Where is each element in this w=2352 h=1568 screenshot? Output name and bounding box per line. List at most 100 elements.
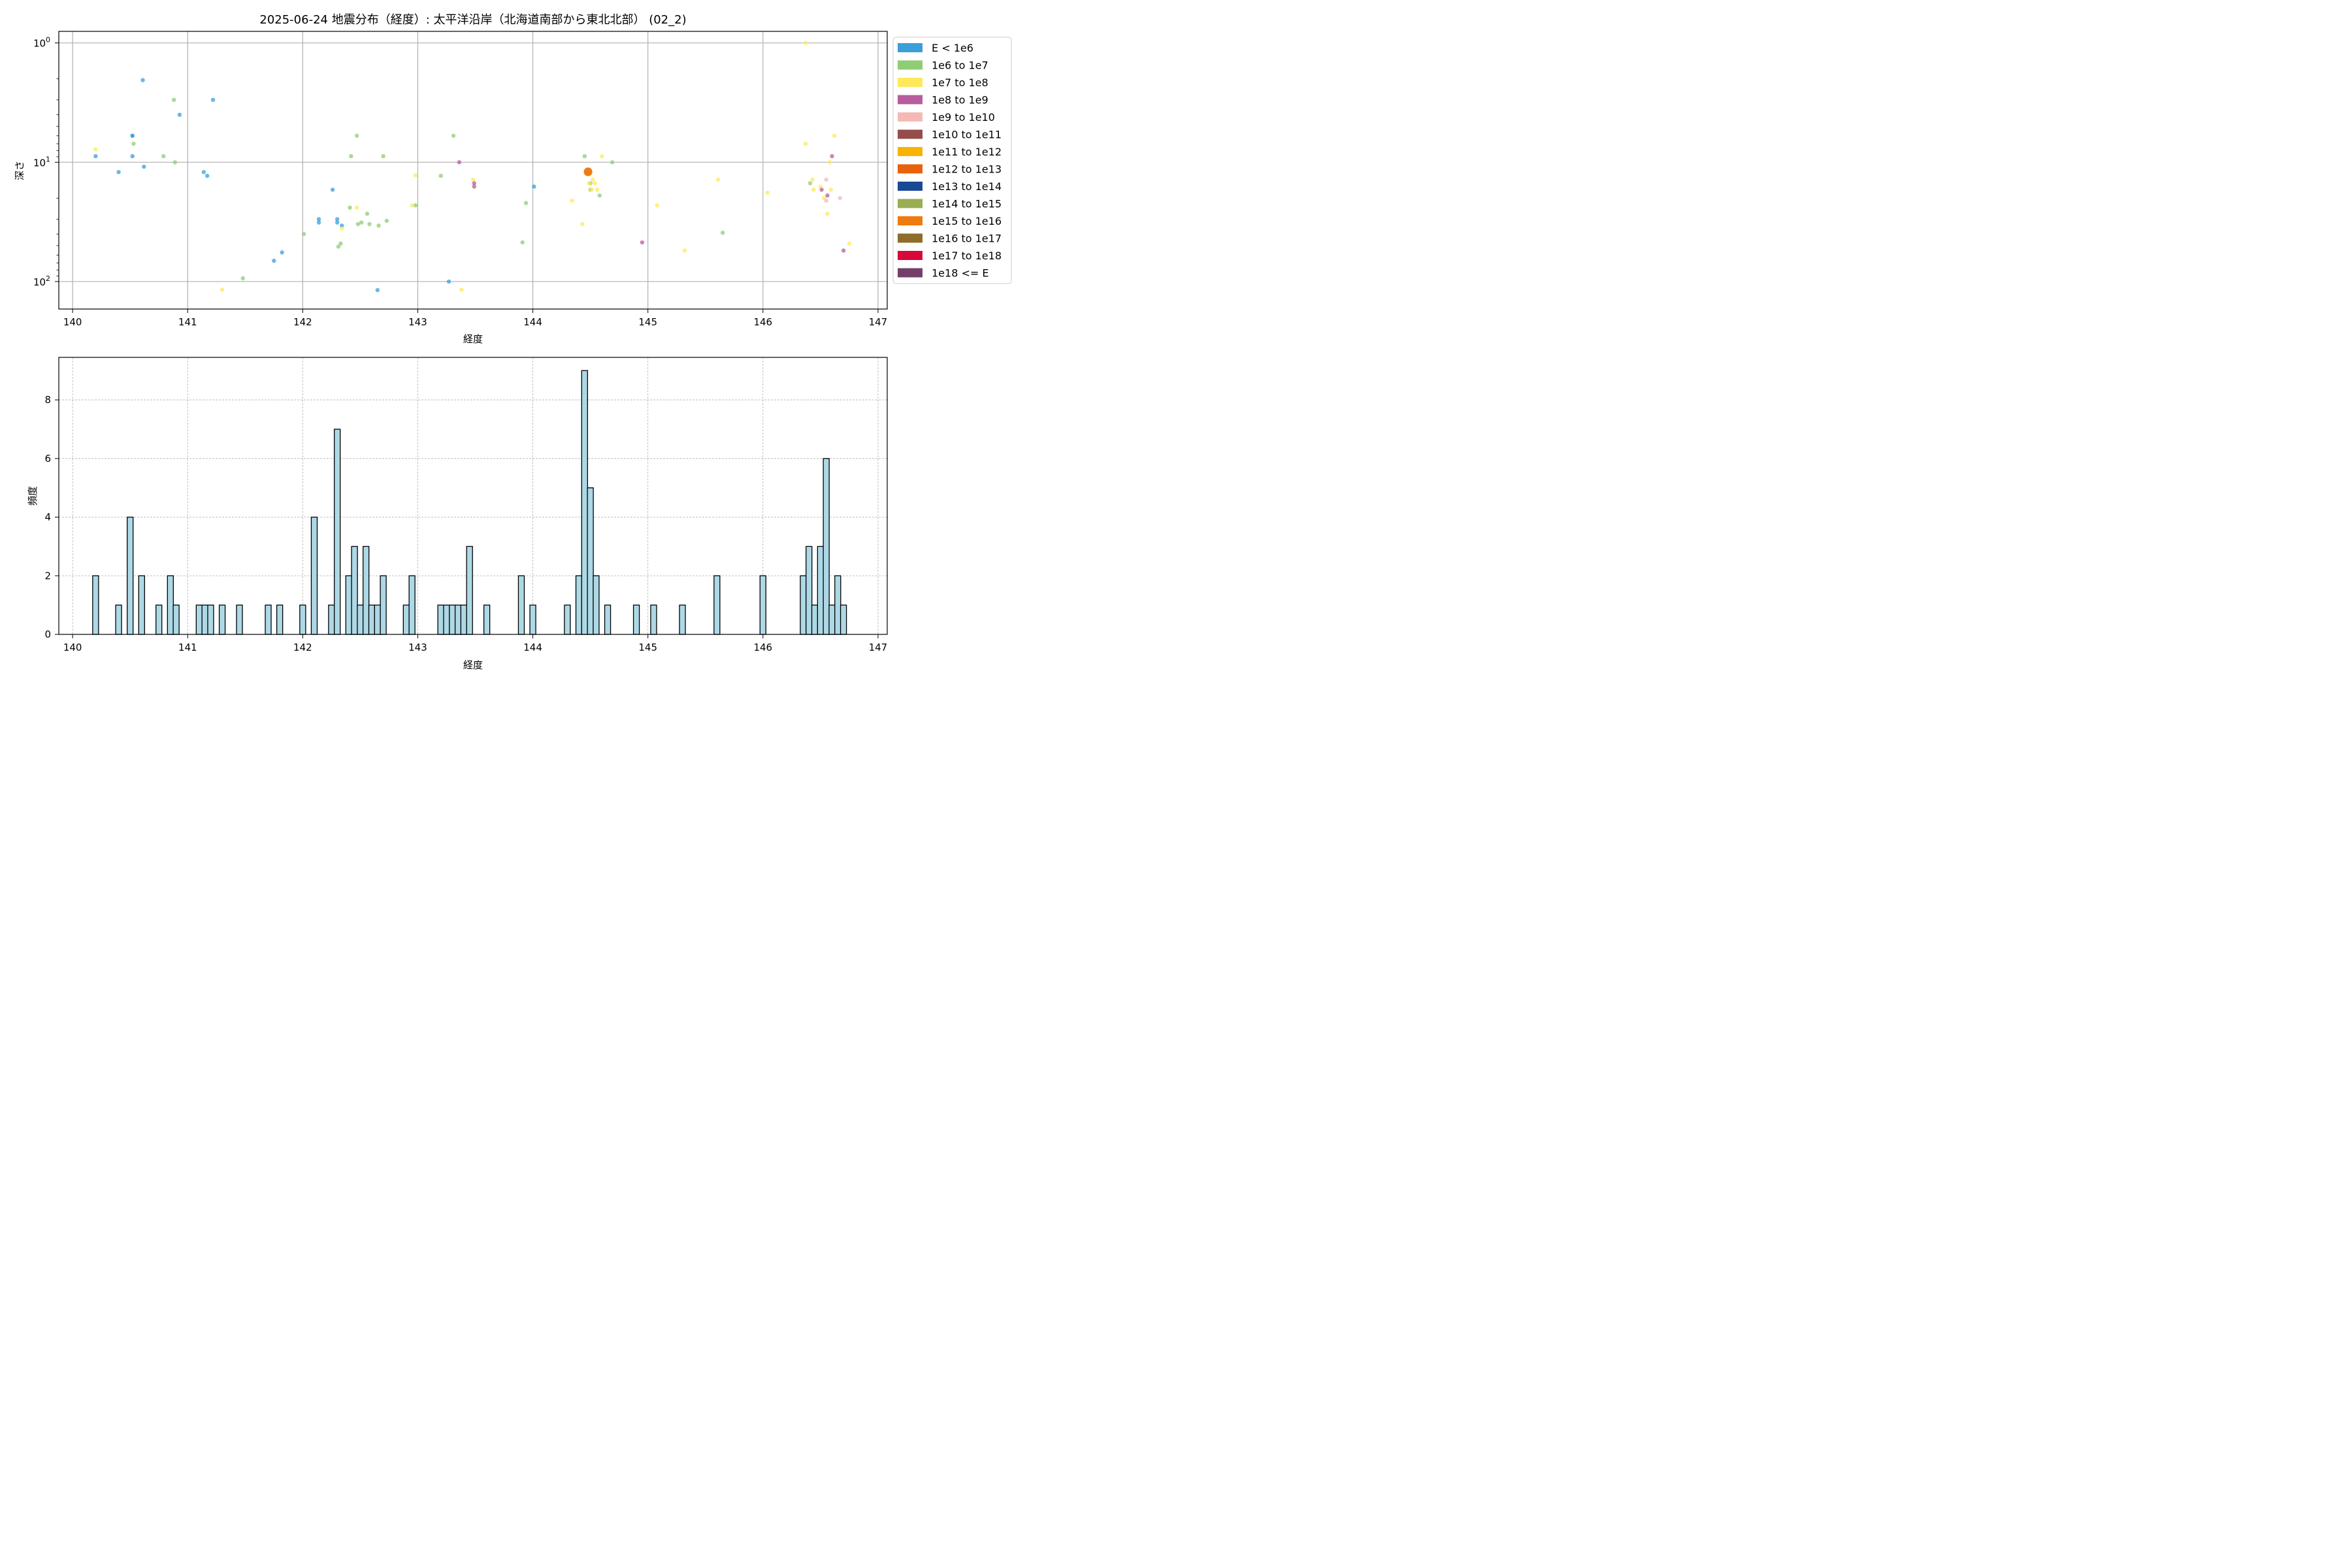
scatter-x-tick-label: 140 [63, 316, 82, 328]
histogram-bar [564, 604, 571, 635]
histogram-y-tick-label: 0 [44, 629, 51, 640]
scatter-point [348, 205, 352, 210]
scatter-point [142, 164, 146, 169]
scatter-y-tick-label: 101 [33, 155, 50, 169]
scatter-point [818, 184, 823, 189]
histogram-x-tick-label: 141 [178, 642, 197, 653]
legend-label: 1e11 to 1e12 [932, 146, 1002, 158]
legend-swatch [898, 251, 923, 260]
histogram-bar [408, 575, 416, 635]
scatter-point [580, 221, 585, 227]
scatter-point [384, 218, 389, 223]
histogram-bar [334, 429, 341, 635]
legend-frame [892, 37, 1012, 284]
legend-label: 1e14 to 1e15 [932, 198, 1002, 210]
scatter-point [172, 160, 178, 165]
scatter-point [140, 78, 145, 82]
scatter-point [381, 154, 385, 159]
histogram-bar [759, 575, 766, 635]
scatter-point [340, 226, 344, 231]
histogram-bar [466, 546, 473, 635]
histogram-y-tick-label: 2 [44, 570, 51, 581]
histogram-bar [517, 575, 525, 635]
legend-swatch [898, 78, 923, 87]
scatter-point [451, 133, 456, 138]
scatter-point [825, 211, 830, 216]
legend-swatch [898, 216, 923, 225]
scatter-x-tick-label: 145 [638, 316, 657, 328]
scatter-point [349, 154, 353, 159]
legend-label: 1e15 to 1e16 [932, 215, 1002, 227]
histogram-bar [92, 575, 99, 635]
scatter-point [720, 231, 725, 235]
histogram-bar [345, 575, 352, 635]
histogram-bar [449, 604, 456, 635]
scatter-point [640, 240, 645, 245]
scatter-point [457, 160, 462, 165]
scatter-point [520, 240, 525, 245]
scatter-y-tick-label: 100 [33, 36, 50, 50]
histogram-x-tick-label: 140 [63, 642, 82, 653]
scatter-point [597, 193, 602, 198]
legend-swatch [898, 182, 923, 191]
scatter-point [365, 211, 370, 216]
scatter-point [354, 133, 359, 138]
legend-swatch [898, 129, 923, 139]
scatter-point [593, 181, 597, 186]
histogram-bar [201, 604, 208, 635]
scatter-x-tick-label: 141 [178, 316, 197, 328]
histogram-x-label: 経度 [463, 659, 483, 671]
legend-swatch [898, 112, 923, 122]
scatter-point [161, 154, 166, 159]
histogram-x-tick-label: 142 [293, 642, 312, 653]
scatter-point [824, 198, 828, 203]
scatter-point [589, 188, 594, 192]
scatter-point [472, 184, 476, 189]
histogram-bar [380, 575, 387, 635]
scatter-point [375, 287, 380, 293]
scatter-point [316, 220, 321, 225]
scatter-point [570, 198, 574, 203]
scatter-point [367, 221, 372, 227]
legend-swatch [898, 199, 923, 208]
scatter-point [204, 173, 210, 178]
scatter-point [595, 188, 600, 192]
histogram-bar [172, 604, 180, 635]
scatter-point [210, 97, 216, 103]
scatter-point [600, 154, 604, 159]
scatter-point [470, 177, 476, 182]
histogram-bar [363, 546, 370, 635]
legend-label: 1e8 to 1e9 [932, 94, 988, 106]
scatter-point [336, 244, 341, 249]
scatter-point [587, 181, 592, 186]
scatter-point [459, 287, 464, 292]
histogram-bar [806, 546, 813, 635]
scatter-point [819, 188, 824, 192]
legend-swatch [898, 147, 923, 156]
scatter-point [413, 203, 418, 208]
histogram-bar [587, 487, 594, 635]
scatter-point [803, 41, 808, 45]
figure: 2025-06-24 地震分布（経度）: 太平洋沿岸（北海道南部から東北北部） … [0, 0, 1022, 681]
histogram-y-tick-label: 4 [44, 512, 51, 523]
histogram-bar [483, 604, 491, 635]
scatter-point [472, 181, 476, 186]
histogram-frame [58, 357, 888, 635]
histogram-bar [138, 575, 145, 635]
scatter-x-label: 経度 [463, 333, 483, 345]
histogram-bar [310, 516, 318, 635]
scatter-point [811, 188, 816, 192]
legend-items: E < 1e6 1e6 to 1e7 1e7 to 1e8 1e8 to 1e9 1e9… [898, 42, 1002, 280]
scatter-point [715, 177, 721, 182]
scatter-point [803, 141, 808, 146]
legend-swatch [898, 164, 923, 174]
scatter-point [523, 201, 529, 206]
scatter-point [220, 287, 225, 292]
histogram-y-tick-label: 6 [44, 453, 51, 465]
chart-title: 2025-06-24 地震分布（経度）: 太平洋沿岸（北海道南部から東北北部） … [259, 13, 686, 27]
scatter-point [583, 167, 593, 176]
legend-label: 1e6 to 1e7 [932, 59, 988, 72]
histogram-bar [834, 575, 841, 635]
histogram-x-ticks: 140 141 142 143 144 145 146 147 [63, 634, 887, 653]
histogram-y-label: 頻度 [27, 486, 39, 506]
